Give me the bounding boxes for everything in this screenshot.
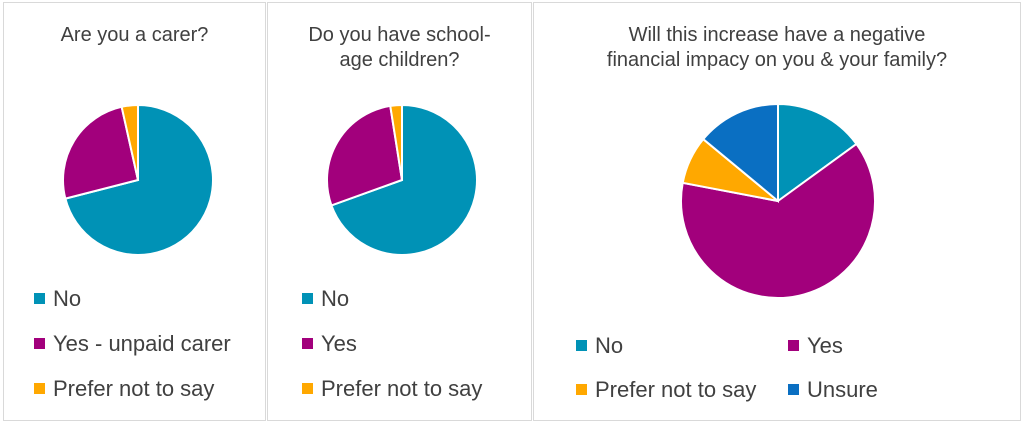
pie-slice-prefer-not-to-say (389, 103, 403, 181)
chart-title-line: Will this increase have a negative (628, 24, 926, 46)
chart-title: Will this increase have a negative finan… (534, 23, 1020, 73)
legend-item: Prefer not to say (576, 377, 756, 403)
legend-item: Yes - unpaid carer (34, 331, 231, 357)
legend-label: Yes - unpaid carer (53, 331, 231, 356)
chart-panel-carer: Are you a carer? No Yes - unpaid carer P… (3, 2, 266, 421)
legend-swatch (34, 382, 45, 394)
legend-item: Unsure (788, 377, 878, 403)
legend-swatch (34, 292, 45, 304)
pie-slice-yes-unpaid-carer (62, 105, 140, 200)
legend-label: Prefer not to say (595, 377, 757, 402)
legend-item: No (34, 286, 81, 312)
legend-label: No (321, 286, 350, 311)
legend-label: No (53, 286, 82, 311)
chart-title: Are you a carer? (4, 23, 265, 48)
pie-slice-yes (680, 142, 876, 299)
pie-slice-no (64, 103, 214, 256)
pie-slice-no (777, 102, 858, 203)
legend-swatch (576, 339, 587, 351)
pie-chart-financial-impact (680, 102, 876, 299)
legend-item: Prefer not to say (302, 376, 482, 402)
chart-title: Do you have school- age children? (268, 23, 531, 73)
legend-label: Yes (807, 333, 843, 358)
chart-title-line: financial impacy on you & your family? (606, 49, 948, 71)
pie-slice-unsure (701, 102, 779, 204)
pie-chart-carer (62, 103, 214, 256)
legend-swatch (788, 383, 799, 395)
legend-swatch (788, 339, 799, 351)
chart-title-line: age children? (339, 49, 460, 71)
legend-label: Prefer not to say (53, 376, 215, 401)
legend-swatch (302, 337, 313, 349)
legend-item: Yes (302, 331, 357, 357)
legend-swatch (302, 382, 313, 394)
chart-title-line: Do you have school- (308, 24, 491, 46)
pie-slice-yes (326, 104, 404, 207)
chart-panel-financial-impact: Will this increase have a negative finan… (533, 2, 1021, 421)
legend-item: No (576, 333, 623, 359)
legend-item: Yes (788, 333, 843, 359)
pie-slice-no (330, 103, 478, 256)
pie-chart-children (326, 103, 478, 256)
legend-swatch (302, 292, 313, 304)
legend-item: Prefer not to say (34, 376, 214, 402)
legend-label: No (595, 333, 624, 358)
chart-panel-children: Do you have school- age children? No Yes… (267, 2, 532, 421)
legend-swatch (576, 383, 587, 395)
pie-slice-prefer-not-to-say (120, 103, 139, 181)
legend-swatch (34, 337, 45, 349)
legend-label: Unsure (807, 377, 878, 402)
legend-label: Yes (321, 331, 357, 356)
legend-item: No (302, 286, 349, 312)
legend-label: Prefer not to say (321, 376, 483, 401)
chart-title-line: Are you a carer? (60, 24, 209, 46)
